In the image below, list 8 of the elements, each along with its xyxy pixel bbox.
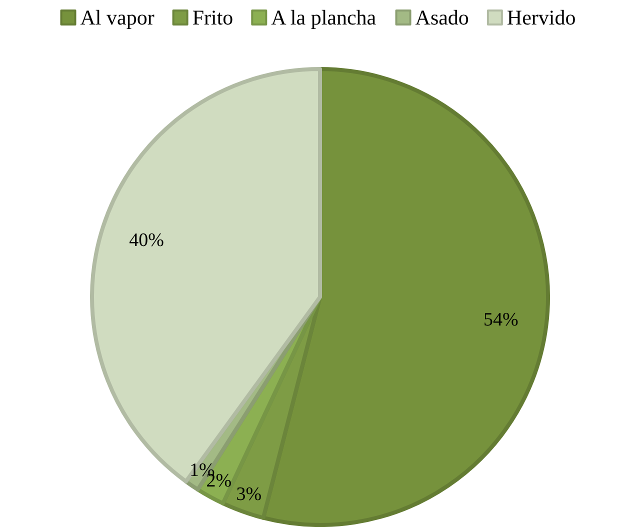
- legend-label: Frito: [192, 6, 234, 30]
- data-label: 3%: [236, 484, 262, 505]
- data-label: 40%: [129, 230, 164, 252]
- data-label: 54%: [484, 309, 519, 330]
- legend-label: Al vapor: [80, 6, 154, 30]
- legend-label: A la plancha: [271, 6, 377, 30]
- legend-label: Hervido: [506, 6, 576, 30]
- legend-label: Asado: [415, 6, 469, 30]
